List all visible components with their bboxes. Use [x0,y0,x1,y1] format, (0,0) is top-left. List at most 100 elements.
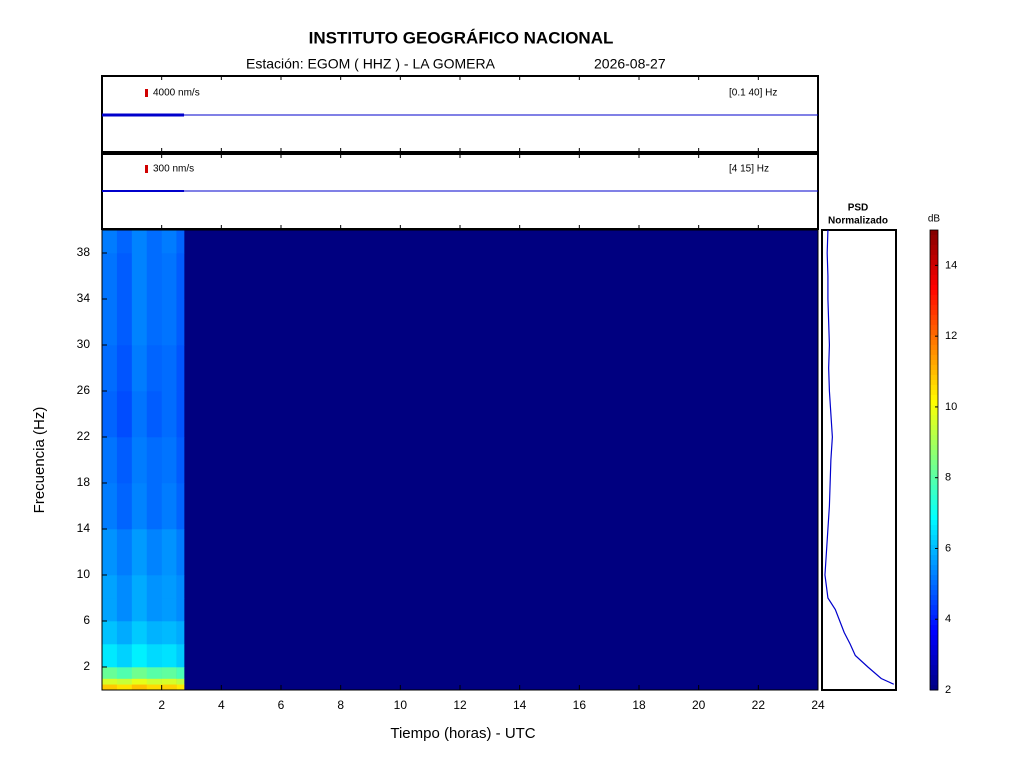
colorbar-step [930,265,938,271]
spectrogram-cell [116,483,133,530]
colorbar-step [930,415,938,421]
spectrogram-cell [161,483,177,530]
colorbar-step [930,340,938,346]
colorbar-step [930,665,938,671]
colorbar-step [930,560,938,566]
colorbar-step [930,290,938,296]
spectrogram-cell [146,644,162,668]
plot-area [102,230,818,690]
x-tick-label: 24 [811,698,825,712]
trace-band: [4 15] Hz [729,164,769,175]
station: Estación: EGOM ( HHZ ) - LA GOMERA [246,56,496,72]
colorbar-step [930,520,938,526]
spectrogram-cell [131,230,148,254]
spectrogram-cell [116,230,133,254]
spectrogram-cell [131,598,148,622]
spectrogram-cell [102,253,118,300]
colorbar-step [930,630,938,636]
colorbar-step [930,360,938,366]
x-tick-label: 22 [752,698,766,712]
colorbar-step [930,490,938,496]
colorbar-step [930,445,938,451]
spectrogram-cell [146,299,162,346]
spectrogram-cell [146,230,162,254]
colorbar-step [930,675,938,681]
spectrogram-cell [102,667,118,679]
x-tick-label: 14 [513,698,527,712]
trace-band: [0.1 40] Hz [729,88,777,99]
spectrogram-cell [176,299,185,346]
colorbar-step [930,275,938,281]
colorbar-tick-label: 6 [945,542,951,554]
y-tick-label: 30 [77,337,91,351]
spectrogram-cell [176,529,185,576]
colorbar-step [930,555,938,561]
colorbar-step [930,600,938,606]
spectrogram-cell [131,391,148,438]
x-tick-label: 12 [453,698,467,712]
colorbar-step [930,640,938,646]
colorbar-step [930,260,938,266]
colorbar-step [930,440,938,446]
spectrogram-cell [176,253,185,300]
y-tick-label: 18 [77,475,91,489]
colorbar-step [930,250,938,256]
y-tick-label: 14 [77,521,91,535]
colorbar-step [930,350,938,356]
y-tick-label: 34 [77,291,91,305]
colorbar-step [930,300,938,306]
colorbar-step [930,405,938,411]
psd-title: Normalizado [828,216,888,227]
spectrogram-cell [146,391,162,438]
colorbar-step [930,620,938,626]
colorbar-step [930,460,938,466]
spectrogram-cell [131,437,148,484]
trace-scale: 4000 nm/s [153,88,200,99]
colorbar-step [930,420,938,426]
colorbar-step [930,385,938,391]
spectrogram-cell [131,483,148,530]
spectrogram-cell [176,644,185,668]
colorbar-step [930,545,938,551]
spectrogram-cell [131,575,148,599]
spectrogram-cell [102,483,118,530]
colorbar-step [930,480,938,486]
colorbar-step [930,455,938,461]
colorbar-step [930,335,938,341]
colorbar-step [930,465,938,471]
spectrogram-cell [146,678,162,685]
spectrogram-cell [146,253,162,300]
spectrogram-cell [176,621,185,645]
colorbar-step [930,685,938,691]
colorbar-step [930,430,938,436]
date: 2026-08-27 [594,56,666,72]
colorbar-step [930,270,938,276]
colorbar-step [930,540,938,546]
spectrogram-cell [116,529,133,576]
spectrogram-cell [116,391,133,438]
colorbar-step [930,325,938,331]
y-tick-label: 2 [83,659,90,673]
colorbar-step [930,390,938,396]
spectrogram-cell [161,230,177,254]
spectrogram-cell [146,345,162,392]
y-tick-label: 6 [83,613,90,627]
spectrogram-cell [161,253,177,300]
x-tick-label: 6 [278,698,285,712]
colorbar-step [930,610,938,616]
colorbar-step [930,355,938,361]
colorbar-step [930,380,938,386]
colorbar-step [930,585,938,591]
y-tick-label: 26 [77,383,91,397]
spectrogram-cell [116,345,133,392]
x-tick-label: 16 [573,698,587,712]
spectrogram-cell [176,678,185,685]
colorbar-step [930,345,938,351]
spectrogram-cell [131,684,148,691]
spectrogram-cell [102,621,118,645]
spectrogram-cell [146,437,162,484]
colorbar-step [930,510,938,516]
y-axis-label: Frecuencia (Hz) [31,407,48,514]
spectrogram-cell [161,529,177,576]
